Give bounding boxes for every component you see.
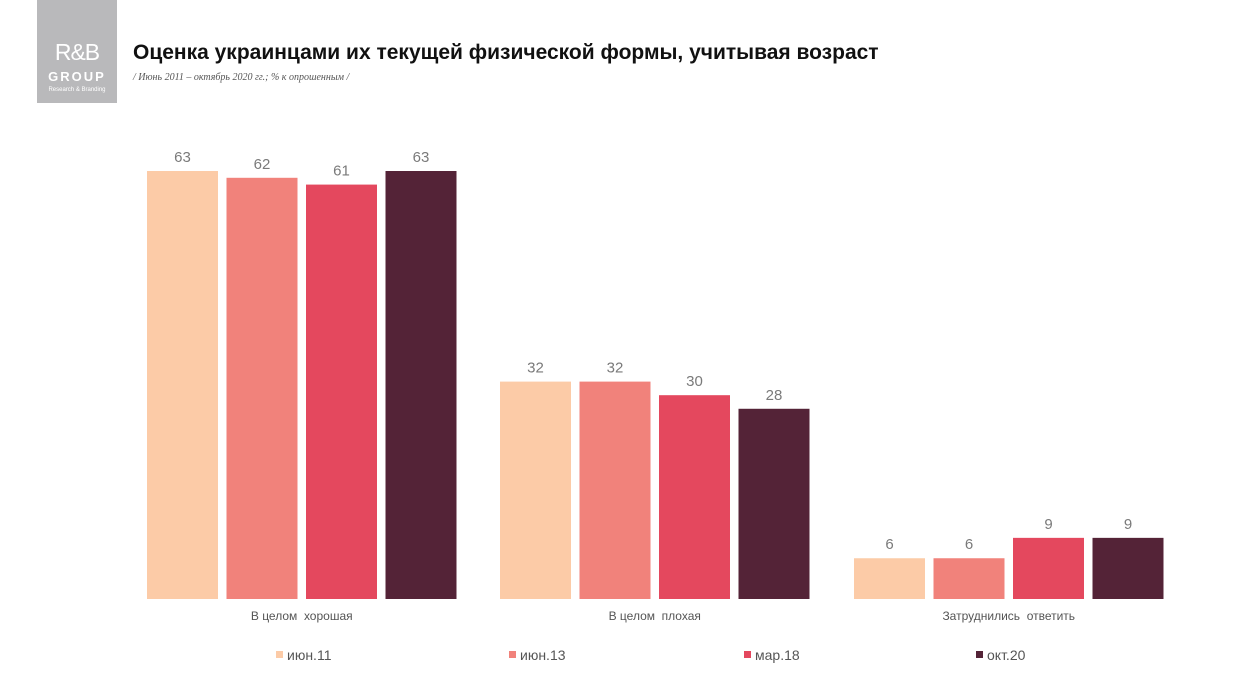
data-label: 6: [965, 536, 973, 553]
legend-label: окт.20: [987, 647, 1026, 663]
page-subtitle: / Июнь 2011 – октябрь 2020 гг.; % к опро…: [133, 72, 350, 83]
data-label: 32: [607, 360, 624, 377]
data-label: 32: [527, 360, 544, 377]
legend-label: мар.18: [755, 647, 800, 663]
bar: [385, 171, 457, 599]
legend-swatch: [509, 651, 516, 658]
bar: [1092, 537, 1164, 599]
legend-swatch: [744, 651, 751, 658]
logo-line2: GROUP: [48, 69, 106, 84]
bar: [579, 381, 651, 599]
bar: [854, 558, 925, 599]
legend-swatch: [276, 651, 283, 658]
category-label: Затруднились ответить: [942, 609, 1075, 623]
data-label: 63: [174, 149, 191, 166]
category-label: В целом хорошая: [251, 609, 353, 623]
bar: [738, 408, 810, 599]
data-label: 61: [333, 163, 350, 180]
bar: [147, 171, 218, 599]
bar: [933, 558, 1005, 599]
bar: [1013, 537, 1084, 599]
data-label: 62: [254, 156, 271, 173]
page-title: Оценка украинцами их текущей физической …: [133, 41, 879, 64]
logo: R&B GROUP Research & Branding: [37, 0, 117, 103]
data-label: 9: [1124, 516, 1132, 533]
data-label: 63: [413, 149, 430, 166]
data-label: 6: [885, 536, 893, 553]
data-label: 9: [1044, 516, 1052, 533]
data-label: 28: [766, 387, 783, 404]
legend-label: июн.11: [287, 647, 332, 663]
bar: [659, 395, 730, 599]
logo-line3: Research & Branding: [48, 87, 106, 93]
legend-label: июн.13: [520, 647, 566, 663]
category-label: В целом плохая: [609, 609, 701, 623]
data-label: 30: [686, 373, 703, 390]
bar: [226, 177, 298, 600]
bar: [306, 184, 377, 600]
bar: [500, 381, 571, 599]
legend-swatch: [976, 651, 983, 658]
logo-line1: R&B: [54, 39, 100, 65]
